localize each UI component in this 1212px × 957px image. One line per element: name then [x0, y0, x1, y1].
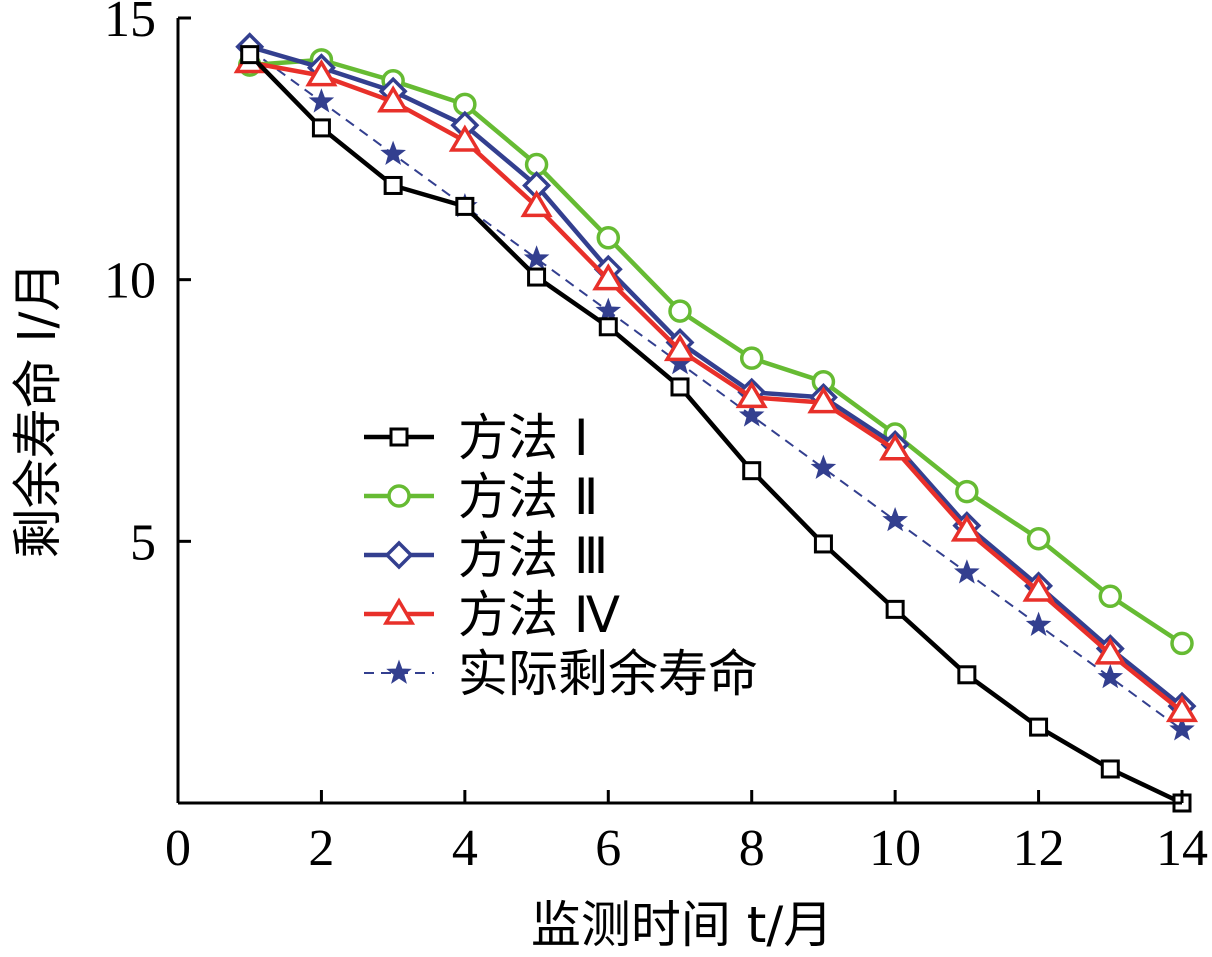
data-point	[1165, 694, 1199, 723]
data-point	[742, 461, 762, 481]
legend-marker	[382, 597, 416, 625]
y-tick-label: 15	[104, 0, 156, 48]
data-point	[240, 45, 260, 65]
data-point	[308, 88, 335, 113]
data-point	[738, 402, 765, 427]
y-tick-label: 5	[130, 514, 156, 571]
data-point	[520, 189, 553, 218]
x-tick-label: 8	[739, 820, 765, 877]
data-point	[663, 333, 697, 362]
legend-entry: 方法 Ⅱ	[364, 468, 599, 526]
data-point	[954, 559, 980, 584]
legend-entry: 实际剩余寿命	[364, 645, 758, 703]
legend-label: 方法 Ⅲ	[458, 527, 608, 585]
data-point	[957, 665, 977, 685]
data-point	[1097, 663, 1124, 689]
x-axis-title: 监测时间 t/月	[531, 896, 833, 954]
legend-label: 实际剩余寿命	[458, 645, 758, 703]
data-point	[807, 386, 840, 414]
series-line	[249, 44, 1184, 708]
data-point	[1169, 716, 1195, 741]
data-point	[879, 433, 912, 461]
data-point	[670, 377, 690, 397]
data-point	[1098, 584, 1123, 609]
data-point	[882, 506, 908, 532]
y-axis-title: 剩余寿命 l/月	[9, 262, 67, 559]
y-tick-label: 10	[104, 253, 156, 310]
series-series-2	[237, 48, 1194, 656]
legend-entry: 方法 Ⅰ	[364, 409, 589, 467]
data-point	[1025, 611, 1052, 636]
legend-entry: 方法 Ⅲ	[364, 527, 608, 585]
legend-marker	[384, 540, 414, 570]
data-point	[885, 599, 905, 619]
x-tick-label: 2	[308, 820, 334, 877]
legend-label: 方法 Ⅰ	[458, 409, 589, 467]
data-point	[377, 85, 410, 113]
data-point	[380, 140, 406, 165]
data-point	[523, 245, 550, 270]
series-line	[248, 53, 1183, 806]
legend-marker	[389, 427, 409, 447]
series-series-5	[236, 35, 1195, 741]
data-point	[1022, 574, 1055, 602]
x-tick-label: 6	[595, 820, 621, 877]
data-point	[527, 267, 547, 287]
data-point	[1026, 526, 1051, 551]
x-tick-label: 10	[869, 820, 921, 877]
x-tick-label: 12	[1013, 820, 1065, 877]
x-tick-label: 0	[165, 820, 191, 877]
data-point	[311, 118, 331, 138]
data-point	[1029, 717, 1049, 737]
series-series-4	[233, 46, 1199, 723]
ticks: 0 2 4 6 8 10 12 14 5 10 15	[104, 0, 1208, 877]
x-tick-label: 4	[452, 820, 478, 877]
series-series-1	[240, 45, 1192, 813]
data-point	[448, 124, 481, 152]
series-line	[249, 57, 1184, 646]
plot-area	[233, 32, 1199, 813]
data-point	[813, 534, 833, 554]
data-point	[1170, 631, 1194, 656]
data-point	[596, 226, 621, 250]
legend-label: 方法 Ⅱ	[458, 468, 599, 526]
data-point	[735, 380, 768, 409]
data-point	[1094, 637, 1127, 665]
axes	[176, 18, 1182, 805]
legend-marker	[387, 484, 411, 508]
data-point	[595, 297, 622, 322]
data-point	[598, 317, 618, 337]
data-point	[455, 196, 475, 216]
data-point	[592, 263, 625, 291]
data-point	[950, 514, 983, 542]
data-point	[810, 454, 837, 479]
data-point	[305, 59, 338, 87]
data-point	[739, 346, 764, 370]
legend-marker	[386, 659, 412, 684]
data-point	[955, 479, 979, 504]
legend-label: 方法 Ⅳ	[458, 586, 620, 644]
data-point	[668, 299, 692, 323]
data-point	[383, 175, 403, 195]
legend-entry: 方法 Ⅳ	[364, 586, 620, 644]
data-point	[1100, 759, 1120, 779]
series-line	[249, 48, 1183, 731]
x-tick-label: 14	[1156, 820, 1208, 877]
